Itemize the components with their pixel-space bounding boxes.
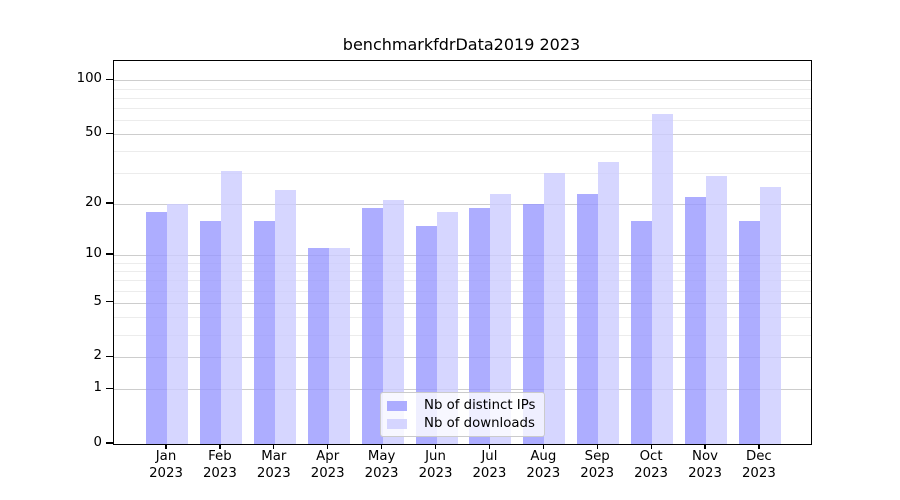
minor-gridline-40 <box>114 151 811 153</box>
legend-entry-downloads: Nb of downloads <box>387 415 537 433</box>
x-tick-mark-jan <box>165 444 167 449</box>
y-tick-label-2: 2 <box>93 348 102 364</box>
y-tick-label-20: 20 <box>85 195 102 211</box>
x-tick-mark-sep <box>596 444 598 449</box>
x-tick-label-feb: Feb 2023 <box>202 449 237 481</box>
x-tick-label-jun: Jun 2023 <box>418 449 453 481</box>
major-gridline-50 <box>114 134 811 136</box>
major-gridline-20 <box>114 204 811 206</box>
minor-gridline-70 <box>114 108 811 110</box>
x-tick-mark-aug <box>542 444 544 449</box>
minor-gridline-9 <box>114 262 811 264</box>
y-tick-mark-10 <box>106 253 113 255</box>
x-tick-mark-oct <box>650 444 652 449</box>
minor-gridline-4 <box>114 317 811 319</box>
y-tick-label-50: 50 <box>85 125 102 141</box>
bar-distinct-ips-jul <box>469 207 491 444</box>
bar-distinct-ips-mar <box>253 220 275 444</box>
bar-downloads-jan <box>167 204 188 444</box>
y-tick-mark-1 <box>106 387 113 390</box>
y-tick-mark-2 <box>106 355 113 358</box>
bar-distinct-ips-sep <box>577 193 599 444</box>
bar-downloads-nov <box>706 175 727 444</box>
y-tick-mark-50 <box>106 132 113 134</box>
bar-downloads-jun <box>436 211 458 444</box>
minor-gridline-60 <box>114 120 811 122</box>
bar-downloads-may <box>382 200 404 444</box>
major-gridline-10 <box>114 255 811 257</box>
bar-distinct-ips-oct <box>631 220 653 444</box>
y-tick-label-1: 1 <box>93 380 102 396</box>
y-tick-mark-0 <box>106 442 113 444</box>
x-tick-mark-dec <box>758 444 760 449</box>
minor-gridline-7 <box>114 280 811 282</box>
x-tick-label-aug: Aug 2023 <box>526 449 561 481</box>
bar-downloads-sep <box>598 161 620 444</box>
bar-downloads-aug <box>544 173 566 444</box>
x-tick-label-nov: Nov 2023 <box>688 449 722 481</box>
bar-downloads-oct <box>652 113 674 444</box>
x-tick-mark-may <box>381 444 383 449</box>
bar-distinct-ips-feb <box>199 220 221 444</box>
minor-gridline-3 <box>114 334 811 336</box>
x-tick-mark-mar <box>273 444 275 449</box>
x-tick-mark-jul <box>488 444 491 449</box>
major-gridline-2 <box>114 357 811 359</box>
x-tick-label-apr: Apr 2023 <box>310 449 345 481</box>
x-tick-mark-jun <box>434 444 437 449</box>
major-gridline-100 <box>114 80 811 82</box>
bar-distinct-ips-nov <box>685 196 706 444</box>
minor-gridline-80 <box>114 97 811 99</box>
x-tick-mark-apr <box>327 444 329 449</box>
bar-distinct-ips-apr <box>307 248 329 444</box>
legend-entry-distinct-ips: Nb of distinct IPs <box>387 397 537 415</box>
minor-gridline-30 <box>114 173 811 175</box>
legend-swatch-downloads <box>387 419 407 429</box>
bar-distinct-ips-jun <box>415 225 437 444</box>
chart-title: benchmarkfdrData2019 2023 <box>342 35 581 54</box>
legend-label-distinct-ips: Nb of distinct IPs <box>424 398 536 413</box>
legend: Nb of distinct IPs Nb of downloads <box>380 392 545 437</box>
legend-label-downloads: Nb of downloads <box>424 416 535 431</box>
y-tick-mark-5 <box>106 301 113 303</box>
bar-distinct-ips-jan <box>146 211 167 444</box>
bar-downloads-apr <box>328 248 350 444</box>
bar-downloads-jul <box>490 193 512 444</box>
legend-swatch-distinct-ips <box>387 401 407 411</box>
y-tick-label-100: 100 <box>76 71 102 87</box>
x-tick-label-oct: Oct 2023 <box>634 449 669 481</box>
y-tick-mark-100 <box>106 78 113 80</box>
y-tick-label-5: 5 <box>93 293 102 309</box>
y-tick-mark-20 <box>106 202 113 204</box>
major-gridline-5 <box>114 302 811 304</box>
bar-downloads-mar <box>274 190 296 444</box>
bar-distinct-ips-may <box>361 207 383 444</box>
x-tick-label-jul: Jul 2023 <box>472 449 507 481</box>
y-tick-label-0: 0 <box>93 435 102 450</box>
x-tick-label-dec: Dec 2023 <box>741 449 776 481</box>
plot-area: Nb of distinct IPs Nb of downloads <box>113 60 812 445</box>
x-tick-mark-nov <box>704 444 706 449</box>
major-gridline-1 <box>114 389 811 391</box>
minor-gridline-90 <box>114 88 811 90</box>
minor-gridline-8 <box>114 270 811 272</box>
x-tick-label-mar: Mar 2023 <box>256 449 291 481</box>
y-tick-label-10: 10 <box>85 246 102 262</box>
bar-distinct-ips-aug <box>523 204 545 444</box>
x-tick-mark-feb <box>219 444 221 449</box>
bar-downloads-feb <box>220 170 242 444</box>
x-tick-label-may: May 2023 <box>364 449 399 481</box>
x-tick-label-sep: Sep 2023 <box>580 449 615 481</box>
x-tick-label-jan: Jan 2023 <box>149 449 183 481</box>
bar-distinct-ips-dec <box>738 220 760 444</box>
minor-gridline-6 <box>114 290 811 292</box>
bar-downloads-dec <box>759 187 781 444</box>
